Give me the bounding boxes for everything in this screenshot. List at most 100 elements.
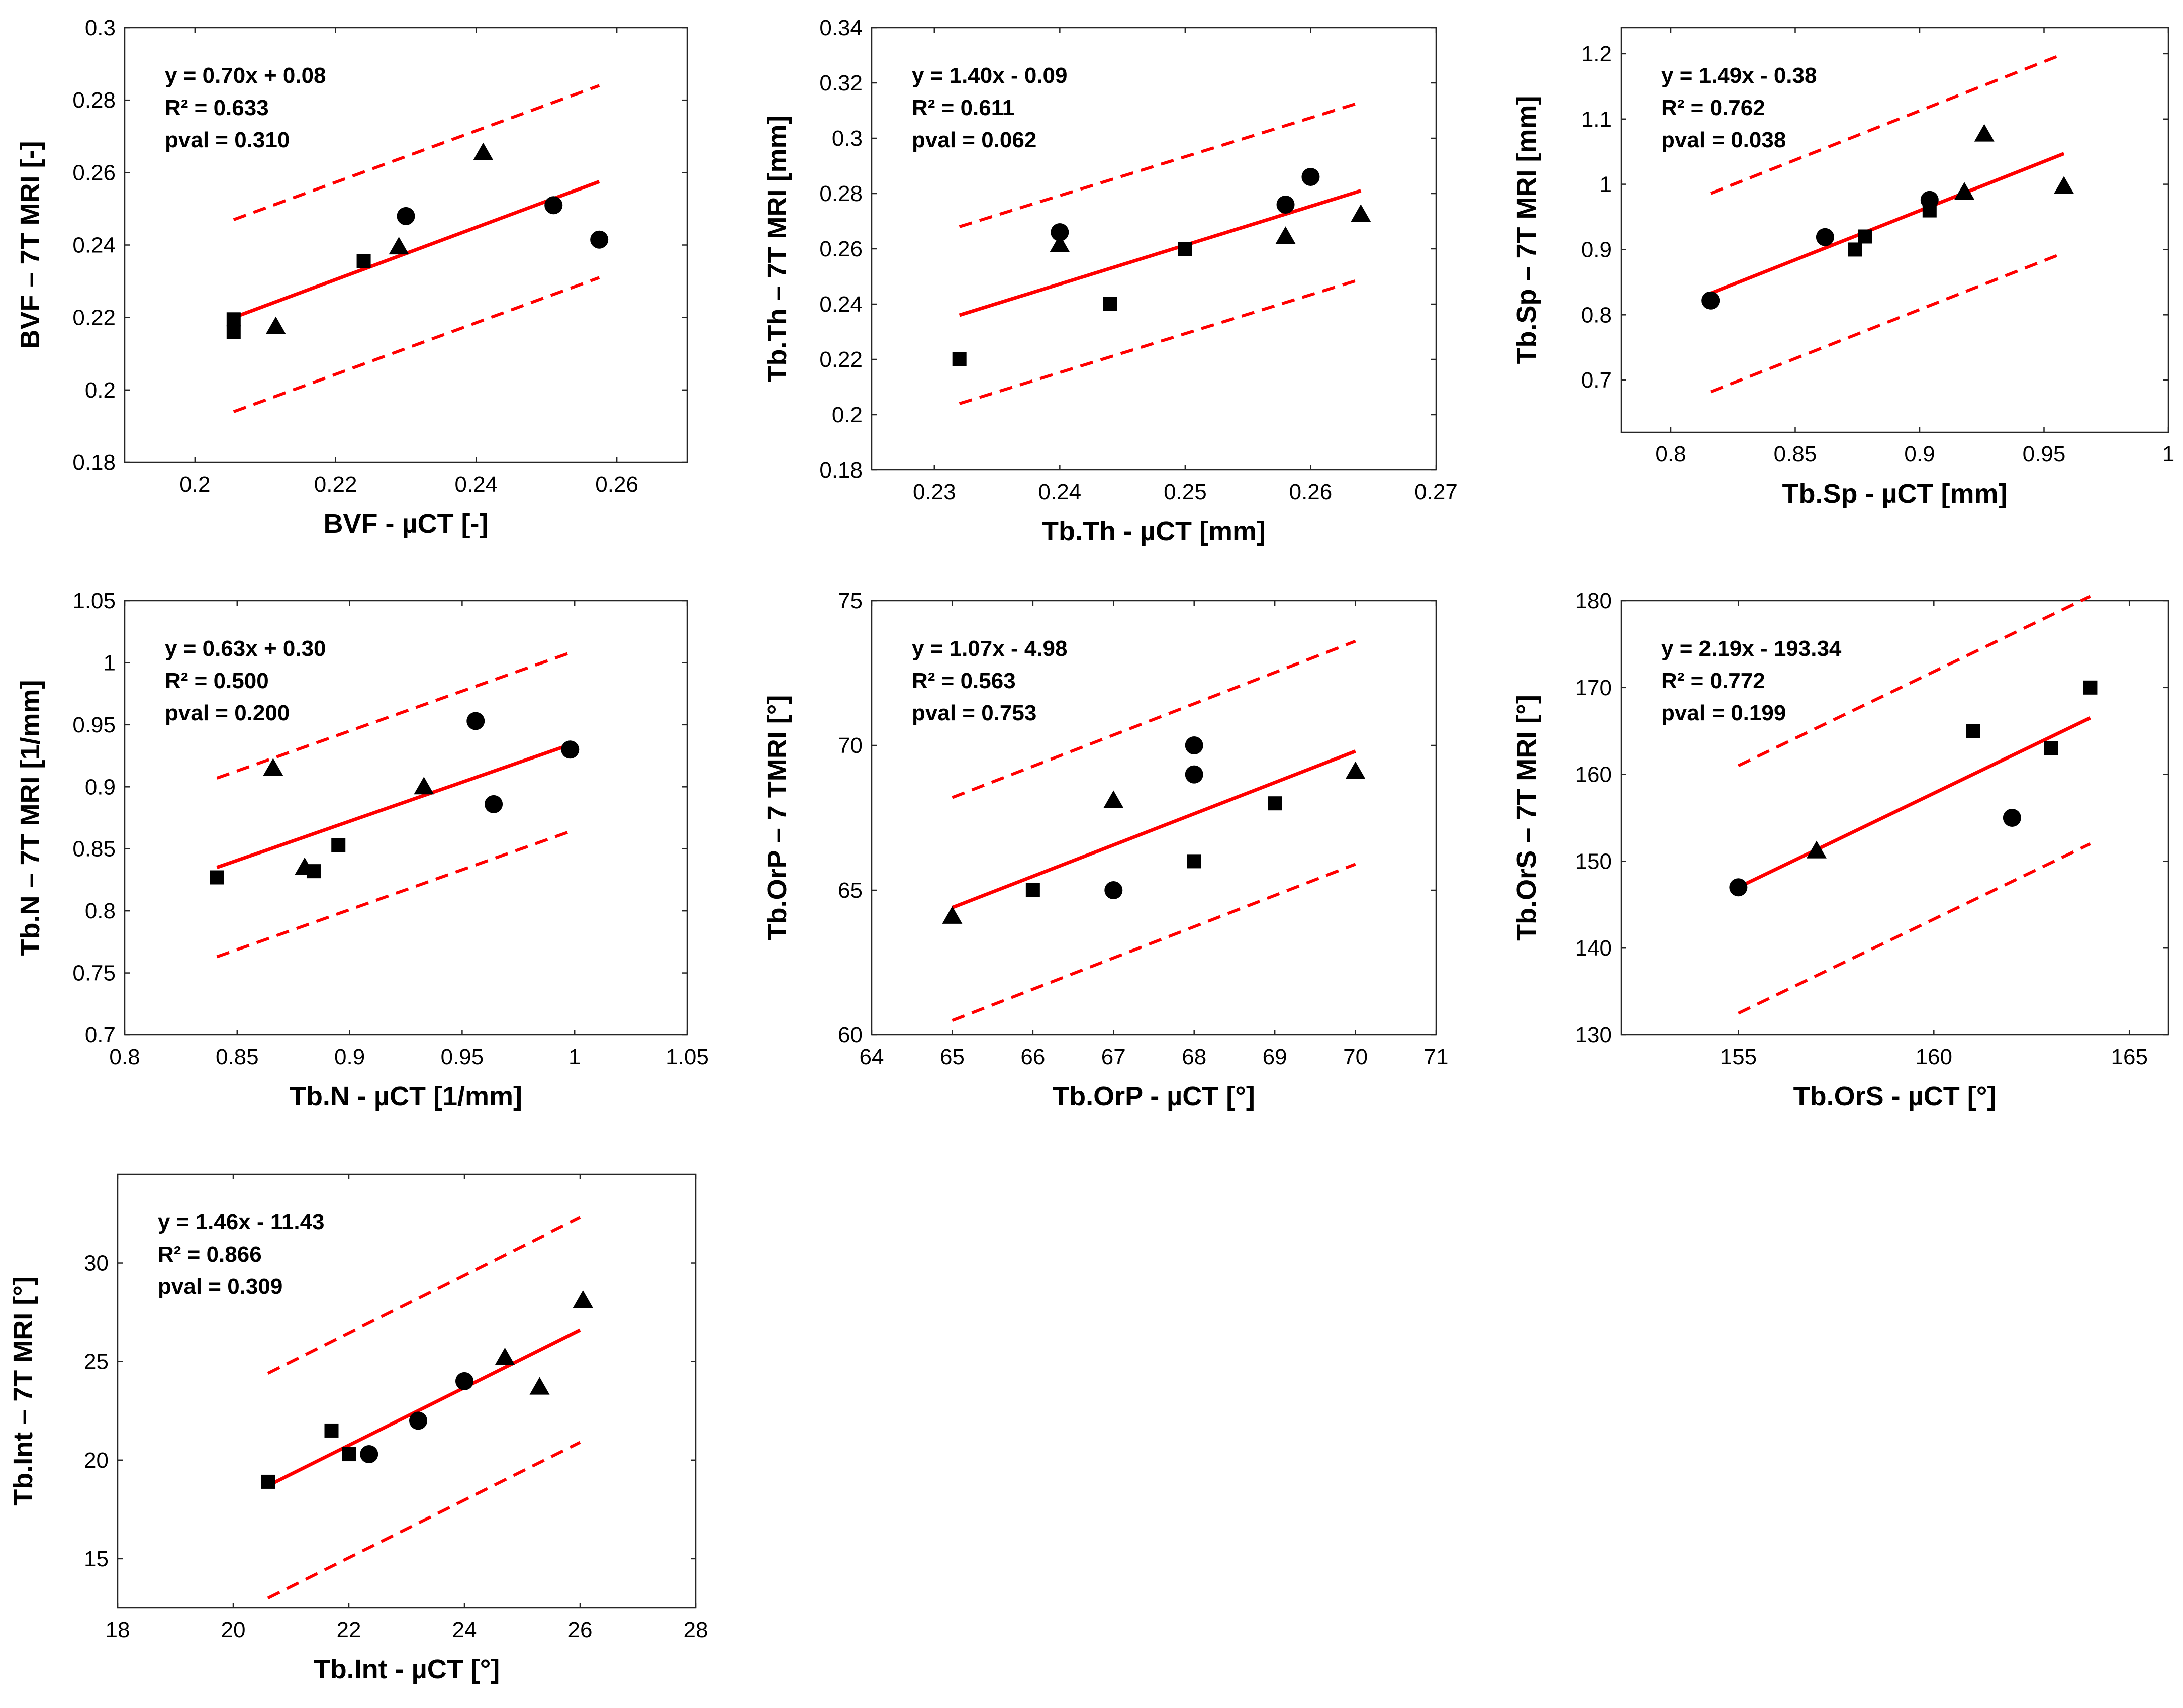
y-tick-label: 0.24: [72, 233, 116, 258]
regression-line: [1710, 152, 2065, 295]
plot-frame: [1620, 600, 2169, 1036]
x-tick-label: 0.24: [1038, 480, 1082, 504]
circle-marker: [466, 712, 485, 730]
triangle-marker: [473, 142, 494, 160]
y-tick-label: 0.26: [819, 237, 863, 261]
regression-line: [216, 743, 571, 870]
y-tick-label: 0.9: [1581, 237, 1612, 262]
square-marker: [261, 1474, 275, 1489]
x-tick-label: 26: [568, 1618, 593, 1642]
lower-prediction-bound: [959, 277, 1362, 405]
y-tick-label: 30: [84, 1251, 109, 1276]
regression-line: [233, 180, 600, 319]
regression-line: [959, 189, 1362, 317]
square-marker: [210, 870, 224, 885]
y-tick-label: 0.75: [72, 961, 116, 986]
fit-annotation-line: pval = 0.199: [1661, 701, 1786, 725]
x-tick-label: 0.85: [216, 1045, 259, 1069]
x-tick-label: 24: [452, 1618, 477, 1642]
y-tick-label: 0.22: [72, 306, 116, 330]
triangle-marker: [295, 857, 315, 875]
fit-annotation-line: y = 1.40x - 0.09: [912, 63, 1067, 88]
lower-prediction-bound: [267, 1441, 581, 1600]
chart-panel-1: 0.2 0.22 0.24 0.26 0.18 0.2 0.22 0.24 0.26 0.28 0.…: [15, 16, 688, 539]
circle-marker: [1920, 191, 1939, 209]
triangle-marker: [495, 1347, 515, 1365]
triangle-marker: [1954, 182, 1975, 200]
triangle-marker: [1974, 124, 1995, 142]
x-tick-label: 1: [568, 1045, 581, 1069]
square-marker: [356, 254, 371, 268]
x-axis-label: Tb.Sp - µCT [mm]: [1782, 479, 2007, 509]
y-tick-label: 1.2: [1581, 42, 1612, 66]
upper-prediction-bound: [233, 84, 600, 221]
chart-panel-6: 155 160 165 130 140 150 160 170 180 Tb.OrS - µCT …: [1511, 589, 2169, 1111]
circle-marker: [397, 207, 415, 225]
y-axis-label: Tb.OrS – 7T MRI [°]: [1511, 695, 1542, 941]
plot-frame: [1620, 27, 2169, 433]
square-marker: [1187, 854, 1201, 869]
y-tick-label: 0.2: [832, 403, 863, 427]
y-tick-label: 0.95: [72, 713, 116, 737]
x-tick-label: 67: [1101, 1045, 1126, 1069]
circle-marker: [1185, 765, 1203, 784]
x-tick-label: 64: [860, 1045, 884, 1069]
y-axis-label: BVF – 7T MRI [-]: [15, 141, 45, 349]
plot-frame: [117, 1173, 697, 1609]
chart-panel-4: 0.8 0.85 0.9 0.95 1 1.05 0.7 0.75 0.8 0.85 0.9 0.95…: [15, 589, 709, 1111]
x-tick-label: 65: [940, 1045, 965, 1069]
fit-annotation-line: R² = 0.500: [165, 669, 269, 693]
x-tick-label: 0.24: [455, 472, 498, 497]
y-tick-label: 0.28: [72, 88, 116, 113]
circle-marker: [1816, 228, 1834, 246]
triangle-marker: [263, 758, 283, 776]
x-tick-label: 0.23: [913, 480, 956, 504]
fit-annotation-line: pval = 0.309: [158, 1274, 282, 1299]
y-tick-label: 65: [838, 878, 863, 903]
x-tick-label: 0.26: [595, 472, 638, 497]
y-tick-label: 1: [1600, 172, 1612, 197]
x-tick-label: 70: [1343, 1045, 1368, 1069]
x-tick-label: 18: [106, 1618, 130, 1642]
y-tick-label: 130: [1575, 1023, 1612, 1048]
x-tick-label: 0.9: [334, 1045, 365, 1069]
upper-prediction-bound: [952, 639, 1356, 799]
triangle-marker: [529, 1377, 550, 1395]
circle-marker: [1104, 881, 1123, 899]
y-tick-label: 0.7: [1581, 368, 1612, 393]
y-axis-label: Tb.N – 7T MRI [1/mm]: [15, 680, 45, 956]
fit-annotation-line: R² = 0.762: [1661, 96, 1765, 120]
chart-panel-5: 64 65 66 67 68 69 70 71 60 65 70 75 Tb.OrP - µCT [°]…: [762, 589, 1448, 1111]
x-axis-label: Tb.N - µCT [1/mm]: [290, 1081, 522, 1111]
lower-prediction-bound: [233, 276, 600, 413]
triangle-marker: [573, 1290, 593, 1308]
x-axis-label: BVF - µCT [-]: [323, 509, 488, 539]
triangle-marker: [942, 906, 963, 924]
x-tick-label: 68: [1182, 1045, 1206, 1069]
y-tick-label: 0.3: [85, 16, 116, 40]
y-tick-label: 0.8: [85, 899, 116, 923]
chart-panel-3: 0.8 0.85 0.9 0.95 1 0.7 0.8 0.9 1 1.1 1.2 Tb.Sp - µ…: [1511, 27, 2174, 509]
circle-marker: [409, 1411, 427, 1430]
fit-annotation-line: pval = 0.062: [912, 128, 1036, 152]
lower-prediction-bound: [952, 863, 1356, 1022]
circle-marker: [455, 1372, 473, 1390]
circle-marker: [1729, 878, 1748, 897]
regression-line: [1737, 716, 2091, 889]
x-tick-label: 22: [337, 1618, 361, 1642]
fit-annotation-line: R² = 0.563: [912, 669, 1016, 693]
y-tick-label: 180: [1575, 589, 1612, 613]
y-tick-label: 0.18: [819, 458, 863, 483]
square-marker: [1858, 229, 1872, 244]
y-tick-label: 0.18: [72, 450, 116, 475]
y-tick-label: 170: [1575, 676, 1612, 700]
y-tick-label: 75: [838, 589, 863, 613]
x-tick-label: 71: [1424, 1045, 1449, 1069]
triangle-marker: [1050, 234, 1070, 252]
circle-marker: [485, 795, 503, 813]
y-tick-label: 1.05: [72, 589, 116, 613]
fit-annotation-line: pval = 0.200: [165, 701, 290, 725]
regression-line: [952, 749, 1356, 909]
y-axis-label: Tb.OrP – 7 TMRI [°]: [762, 695, 792, 941]
y-tick-label: 0.2: [85, 378, 116, 403]
